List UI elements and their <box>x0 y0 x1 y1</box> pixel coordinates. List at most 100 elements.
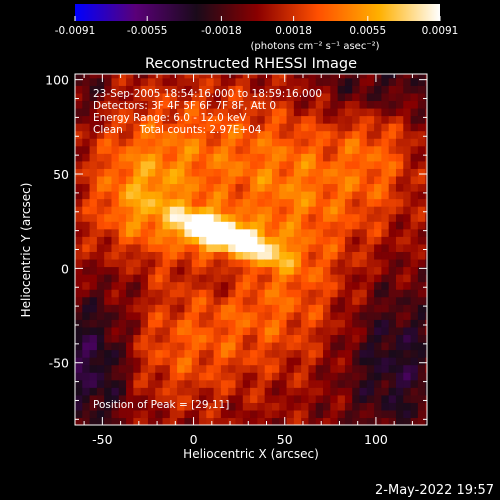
heatmap-cell <box>410 326 419 336</box>
heatmap-cell <box>118 266 127 275</box>
heatmap-cell <box>286 153 295 162</box>
heatmap-cell <box>410 394 419 403</box>
heatmap-cell <box>301 221 310 230</box>
heatmap-cell <box>403 251 412 260</box>
heatmap-cell <box>257 379 266 388</box>
heatmap-cell <box>220 334 229 343</box>
heatmap-cell <box>206 417 215 425</box>
heatmap-cell <box>271 107 280 117</box>
heatmap-cell <box>89 258 98 268</box>
heatmap-cell <box>410 243 419 252</box>
heatmap-cell <box>425 191 427 200</box>
heatmap-cell <box>75 387 83 396</box>
heatmap-cell <box>213 341 222 351</box>
heatmap-cell <box>147 402 156 411</box>
heatmap-cell <box>330 153 339 162</box>
heatmap-cell <box>366 236 375 245</box>
heatmap-cell <box>323 115 331 124</box>
heatmap-cell <box>133 334 142 343</box>
heatmap-cell <box>126 77 134 86</box>
heatmap-cell <box>220 251 229 260</box>
heatmap-cell <box>191 130 200 139</box>
heatmap-cell <box>169 191 178 200</box>
heatmap-cell <box>133 258 142 268</box>
heatmap-cell <box>279 319 288 328</box>
heatmap-cell <box>250 417 258 425</box>
heatmap-cell <box>264 372 273 381</box>
heatmap-cell <box>366 258 375 268</box>
heatmap-cell <box>147 394 156 403</box>
heatmap-cell <box>126 115 134 124</box>
heatmap-cell <box>220 213 229 222</box>
heatmap-cell <box>75 153 83 162</box>
heatmap-cell <box>140 145 149 154</box>
heatmap-cell <box>337 281 346 290</box>
heatmap-cell <box>425 341 427 351</box>
peak-position-label: Position of Peak = [29,11] <box>93 399 229 411</box>
heatmap-cell <box>366 74 375 79</box>
heatmap-cell <box>366 206 375 215</box>
heatmap-cell <box>315 183 324 192</box>
heatmap-cell <box>308 409 317 419</box>
heatmap-cell <box>235 138 244 147</box>
heatmap-cell <box>352 183 361 192</box>
heatmap-cell <box>140 364 149 373</box>
heatmap-cell <box>250 243 258 252</box>
heatmap-cell <box>147 304 156 313</box>
heatmap-cell <box>264 341 273 351</box>
heatmap-cell <box>279 236 288 245</box>
heatmap-cell <box>82 417 91 425</box>
heatmap-cell <box>301 130 310 139</box>
heatmap-cell <box>308 115 317 124</box>
heatmap-cell <box>89 115 98 124</box>
heatmap-cell <box>184 198 193 207</box>
heatmap-cell <box>140 289 149 298</box>
heatmap-cell <box>104 206 113 215</box>
heatmap-cell <box>213 258 222 268</box>
heatmap-cell <box>199 364 207 373</box>
heatmap-cell <box>395 100 404 109</box>
heatmap-cell <box>330 221 339 230</box>
heatmap-cell <box>403 319 412 328</box>
heatmap-cell <box>82 387 91 396</box>
heatmap-cell <box>388 394 397 403</box>
heatmap-cell <box>82 258 91 268</box>
heatmap-cell <box>344 334 353 343</box>
heatmap-cell <box>359 387 368 396</box>
heatmap-cell <box>213 236 222 245</box>
heatmap-cell <box>344 341 353 351</box>
heatmap-cell <box>337 236 346 245</box>
heatmap-cell <box>417 191 426 200</box>
heatmap-cell <box>417 394 426 403</box>
heatmap-cell <box>235 206 244 215</box>
heatmap-cell <box>323 77 331 86</box>
heatmap-cell <box>140 198 149 207</box>
heatmap-cell <box>323 85 331 94</box>
heatmap-cell <box>330 349 339 358</box>
heatmap-cell <box>293 311 302 320</box>
heatmap-cell <box>111 296 120 305</box>
heatmap-cell <box>177 296 186 305</box>
heatmap-cell <box>220 372 229 381</box>
heatmap-cell <box>388 153 397 162</box>
heatmap-cell <box>352 417 361 425</box>
heatmap-cell <box>410 107 419 117</box>
heatmap-cell <box>177 281 186 290</box>
heatmap-cell <box>395 206 404 215</box>
heatmap-cell <box>82 409 91 419</box>
heatmap-cell <box>388 191 397 200</box>
heatmap-cell <box>425 100 427 109</box>
heatmap-cell <box>271 198 280 207</box>
heatmap-cell <box>264 417 273 425</box>
heatmap-cell <box>344 221 353 230</box>
heatmap-cell <box>162 251 171 260</box>
heatmap-cell <box>308 349 317 358</box>
heatmap-cell <box>301 213 310 222</box>
heatmap-cell <box>111 289 120 298</box>
heatmap-cell <box>228 168 237 177</box>
heatmap-cell <box>96 168 105 177</box>
heatmap-cell <box>96 289 105 298</box>
heatmap-cell <box>191 74 200 79</box>
heatmap-cell <box>118 85 127 94</box>
heatmap-cell <box>177 123 186 132</box>
